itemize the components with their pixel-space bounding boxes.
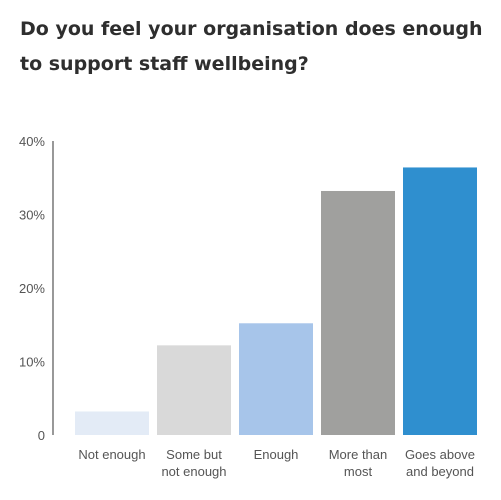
x-category-label: More than most [329, 447, 388, 479]
bar [239, 323, 313, 435]
x-category-label: Not enough [78, 447, 145, 462]
bar [157, 345, 231, 435]
y-tick-label: 30% [19, 208, 45, 223]
x-category-label-line: Some but [166, 447, 222, 462]
y-tick-label: 10% [19, 355, 45, 370]
y-tick-label: 20% [19, 281, 45, 296]
x-category-label-line: More than [329, 447, 388, 462]
x-category-label-line: Goes above [405, 447, 475, 462]
x-category-label-line: most [344, 464, 373, 479]
x-category-label-line: Enough [254, 447, 299, 462]
x-category-label: Enough [254, 447, 299, 462]
bars [75, 167, 477, 435]
bar [321, 190, 395, 435]
y-tick-labels: 0 10% 20% 30% 40% [19, 134, 45, 443]
x-category-label: Some but not enough [161, 447, 226, 479]
y-tick-label: 0 [38, 428, 45, 443]
x-category-label-line: Not enough [78, 447, 145, 462]
chart-title: Do you feel your organisation does enoug… [20, 18, 483, 75]
x-category-label-line: not enough [161, 464, 226, 479]
category-labels: Not enough Some but not enough Enough More t… [78, 447, 475, 479]
y-tick-label: 40% [19, 134, 45, 149]
x-category-label: Goes above and beyond [405, 447, 475, 479]
bar [75, 411, 149, 435]
bar [403, 167, 477, 435]
x-category-label-line: and beyond [406, 464, 474, 479]
